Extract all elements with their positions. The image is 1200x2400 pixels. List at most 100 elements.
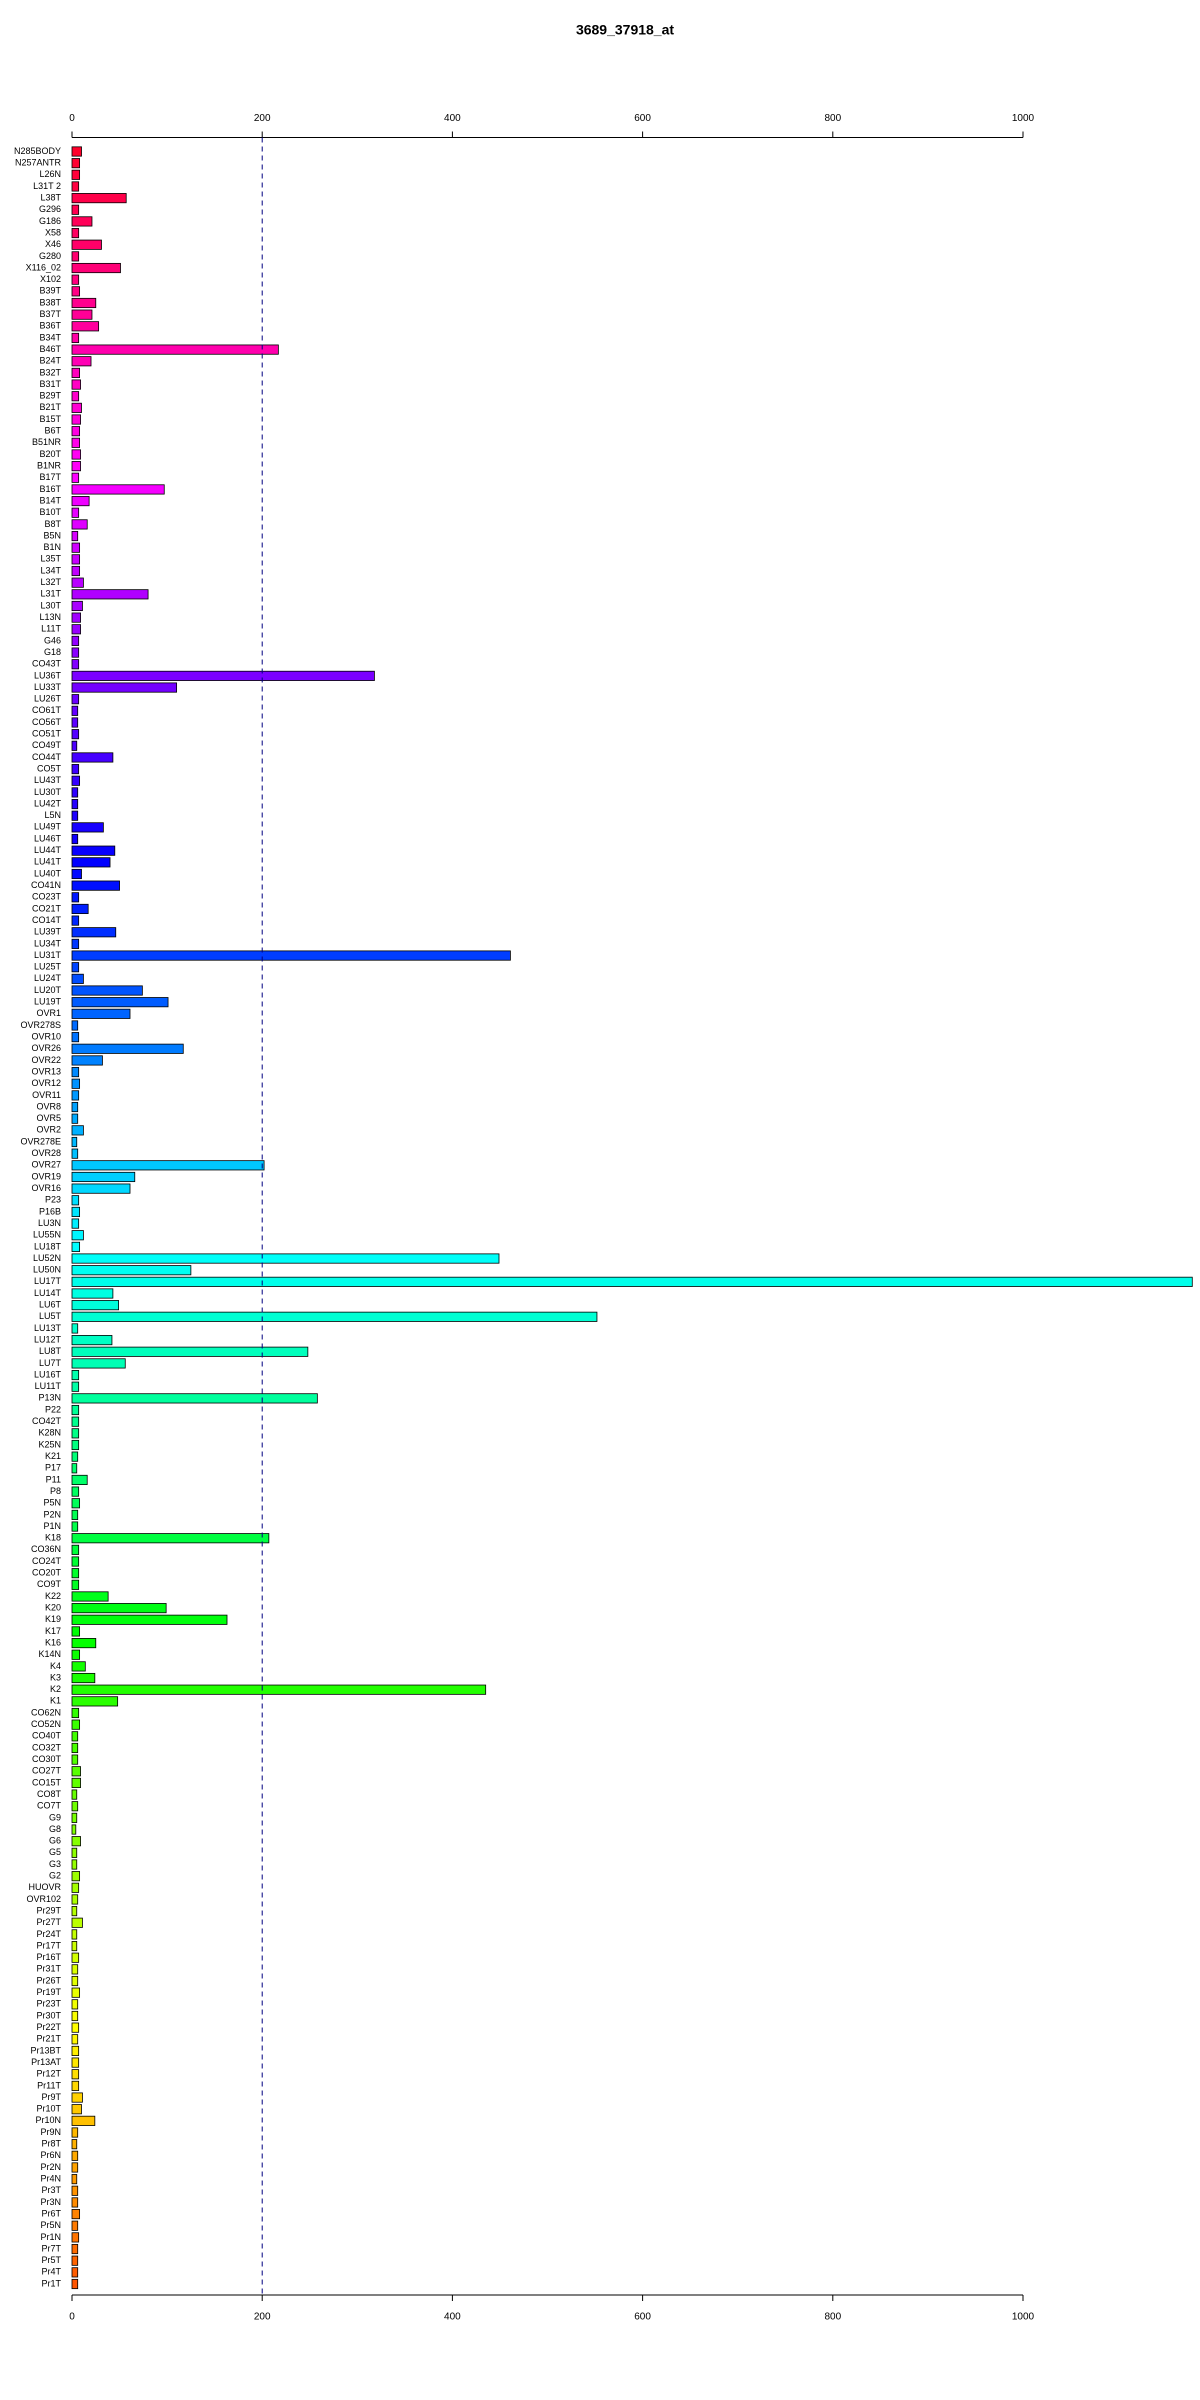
y-tick-label: G280: [39, 251, 61, 261]
bar: [71, 1055, 103, 1066]
bar: [71, 1381, 80, 1392]
bar: [71, 1195, 80, 1206]
bar: [71, 530, 79, 542]
y-tick-label: CO51T: [32, 729, 62, 739]
bar: [71, 1171, 136, 1183]
bar: [71, 2080, 80, 2091]
y-tick-label: Pr4N: [40, 2173, 61, 2183]
y-tick-label: B51NR: [32, 437, 62, 447]
bar: [71, 1696, 119, 1707]
y-tick-label: B6T: [44, 426, 61, 436]
y-tick-label: Pr10T: [36, 2104, 61, 2114]
bar: [71, 2069, 80, 2080]
bar: [71, 2162, 79, 2173]
bar: [71, 1789, 78, 1800]
bar: [71, 169, 81, 180]
bar: [71, 1521, 79, 1532]
x-tick-label: 400: [444, 2312, 461, 2323]
bar: [71, 1801, 79, 1812]
y-tick-label: LU11T: [35, 1381, 62, 1391]
y-tick-label: B15T: [39, 414, 61, 424]
bar: [71, 1183, 131, 1194]
y-tick-label: B17T: [39, 472, 61, 482]
bar: [71, 391, 80, 402]
y-tick-label: B8T: [44, 519, 61, 529]
bar: [71, 962, 80, 973]
bar: [71, 286, 81, 297]
bar: [71, 1719, 81, 1730]
y-tick-label: LU20T: [34, 985, 62, 995]
y-tick-label: OVR1: [36, 1008, 61, 1018]
bar: [71, 251, 80, 262]
bar: [71, 1428, 80, 1439]
y-tick-label: CO7T: [37, 1801, 62, 1811]
y-tick-label: N285BODY: [14, 146, 61, 156]
bar: [71, 1533, 270, 1544]
y-tick-label: L11T: [41, 624, 61, 634]
y-tick-label: B46T: [39, 344, 61, 354]
y-tick-label: LU13T: [34, 1323, 62, 1333]
y-tick-label: LU8T: [39, 1346, 62, 1356]
bar: [71, 1812, 78, 1823]
y-tick-label: Pr29T: [36, 1905, 61, 1915]
bar: [71, 2092, 83, 2103]
y-tick-label: L32T: [40, 577, 61, 587]
y-tick-label: P11: [46, 1474, 61, 1484]
y-tick-label: Pr1T: [41, 2278, 61, 2288]
x-tick-label: 0: [69, 2312, 75, 2323]
bar: [71, 519, 88, 530]
bar: [71, 193, 127, 204]
y-tick-label: B34T: [39, 332, 61, 342]
bar: [71, 1335, 113, 1346]
bar: [71, 1043, 184, 1054]
bar: [71, 997, 169, 1008]
bar: [71, 705, 79, 716]
x-tick-label: 0: [69, 113, 75, 124]
y-tick-label: K14N: [38, 1649, 61, 1659]
bar: [71, 740, 78, 751]
bar: [71, 2209, 81, 2220]
bar: [71, 694, 80, 705]
bar: [71, 216, 93, 227]
bar: [71, 787, 79, 798]
y-tick-label: G296: [39, 204, 61, 214]
bar: [71, 1568, 80, 1579]
bar: [71, 484, 165, 495]
y-tick-label: LU31T: [34, 950, 62, 960]
x-tick-label: 600: [634, 2312, 651, 2323]
y-tick-label: LU49T: [34, 822, 62, 832]
y-tick-label: LU46T: [34, 833, 62, 843]
bar: [71, 344, 279, 355]
y-tick-label: K18: [45, 1533, 61, 1543]
bar: [71, 274, 80, 285]
y-tick-label: LU26T: [34, 694, 62, 704]
bar: [71, 1288, 114, 1299]
y-tick-label: G5: [49, 1847, 61, 1857]
bar: [71, 565, 81, 577]
y-tick-label: K21: [45, 1451, 61, 1461]
y-tick-label: B37T: [39, 309, 61, 319]
x-tick-label: 600: [634, 113, 651, 124]
y-tick-label: L34T: [40, 565, 61, 575]
y-tick-label: Pr22T: [36, 2022, 61, 2032]
bar: [71, 1136, 78, 1148]
y-tick-label: B10T: [39, 507, 61, 517]
x-tick-label: 800: [824, 2312, 841, 2323]
y-tick-label: LU30T: [34, 787, 62, 797]
bar: [71, 321, 100, 332]
y-tick-label: L26N: [39, 169, 61, 179]
bar: [71, 461, 81, 472]
y-tick-label: OVR27: [31, 1160, 61, 1170]
y-tick-label: LU43T: [34, 775, 62, 785]
bar: [71, 1824, 77, 1835]
bar: [71, 1498, 81, 1509]
bar: [71, 1591, 109, 1602]
bar: [71, 799, 79, 810]
y-tick-label: LU3N: [38, 1218, 61, 1228]
bar: [71, 1859, 78, 1870]
y-tick-label: LU16T: [34, 1369, 62, 1379]
y-tick-label: B16T: [39, 484, 61, 494]
bar: [71, 158, 81, 169]
bar: [71, 1742, 79, 1754]
